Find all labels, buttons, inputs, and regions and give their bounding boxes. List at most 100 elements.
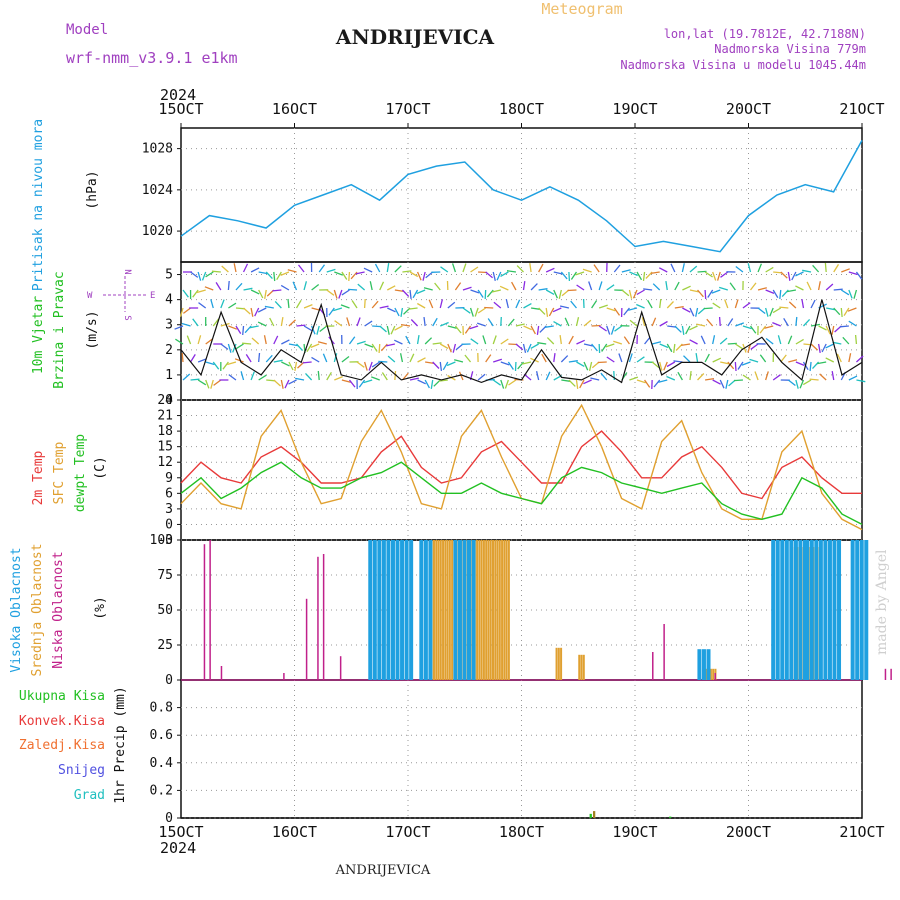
wind-arrow <box>725 379 729 389</box>
wind-arrow <box>523 303 532 309</box>
wind-arrow <box>727 361 735 370</box>
wind-arrow <box>482 335 487 345</box>
wind-arrow <box>772 321 782 327</box>
wind-arrow <box>334 320 343 327</box>
x-tick-bottom: 20OCT <box>726 823 771 841</box>
wind-arrow <box>233 263 237 273</box>
wind-arrow <box>651 317 657 327</box>
wind-arrow <box>500 361 510 366</box>
x-tick-top: 15OCT <box>158 100 203 118</box>
wind-arrow <box>416 289 426 295</box>
wind-arrow <box>764 325 774 329</box>
high-cloud-bar <box>823 540 828 680</box>
wind-arrow <box>749 358 759 363</box>
wind-arrow <box>364 320 373 327</box>
temp-side-label-1: 2m Temp <box>31 450 46 505</box>
wind-arrow <box>371 361 381 368</box>
low-cloud-bar <box>305 598 308 680</box>
wind-arrow <box>712 335 716 345</box>
wind-arrow <box>280 271 290 277</box>
wind-arrow <box>817 343 821 354</box>
elevation-label: Nadmorska Visina 779m <box>714 42 866 56</box>
mid-cloud-bar <box>555 647 558 680</box>
wind-arrow <box>287 269 297 273</box>
wind-arrow <box>254 307 260 317</box>
wind-arrow <box>817 281 821 291</box>
wind-unit: (m/s) <box>85 310 100 349</box>
wind-arrow <box>821 343 827 353</box>
wind-arrow <box>706 318 714 327</box>
wind-arrow <box>425 271 434 279</box>
wind-arrow <box>553 289 558 299</box>
wind-arrow <box>439 299 444 309</box>
wind-arrow <box>369 281 373 291</box>
wind-arrow <box>772 289 779 299</box>
wind-arrow <box>636 303 645 309</box>
mid-cloud-bar <box>439 540 442 680</box>
wind-arrow <box>379 305 389 309</box>
wind-arrow <box>847 307 857 312</box>
wind-arrow <box>368 361 373 371</box>
high-cloud-bar <box>395 540 400 680</box>
coords-label: lon,lat (19.7812E, 42.7188N) <box>664 27 866 41</box>
wind-arrow <box>250 289 260 295</box>
wind-arrow <box>561 379 571 382</box>
temp-unit: (C) <box>93 456 108 479</box>
wind-arrow <box>530 283 538 291</box>
temperature-ytick-label: 21 <box>157 409 173 424</box>
mid-cloud-bar <box>487 540 490 680</box>
temperature-ytick-label: 0 <box>165 517 173 532</box>
mid-cloud-bar <box>432 540 435 680</box>
high-cloud-bar <box>832 540 837 680</box>
wind-arrow <box>183 307 191 314</box>
wind-arrow <box>316 325 320 335</box>
wind-arrow <box>836 353 842 363</box>
wind-arrow <box>400 307 404 318</box>
wind-arrow <box>537 342 547 345</box>
wind-arrow <box>486 289 494 298</box>
wind-arrow <box>440 321 449 327</box>
wind-arrow <box>258 289 264 299</box>
wind-arrow <box>666 301 674 309</box>
wind-arrow <box>759 354 767 363</box>
wind-arrow <box>364 343 374 348</box>
mid-cloud-bar <box>496 540 499 680</box>
wind-arrow <box>795 338 804 345</box>
wind-arrow <box>659 320 668 327</box>
compass-n: N <box>122 269 132 274</box>
wind-arrow <box>759 325 767 334</box>
wind-arrow <box>674 305 684 309</box>
wind-arrow <box>348 271 351 282</box>
low-cloud-bar <box>714 673 716 680</box>
wind-arrow <box>295 299 302 309</box>
wind-arrow <box>697 289 704 298</box>
wind-arrow <box>432 317 438 327</box>
low-cloud-bar <box>209 540 211 680</box>
wind-arrow <box>833 307 841 316</box>
wind-arrow <box>306 343 313 353</box>
wind-arrow <box>560 355 569 363</box>
wind-arrow <box>681 263 685 273</box>
wind-arrow <box>689 371 692 381</box>
wind-arrow <box>567 289 577 292</box>
wind-arrow <box>371 376 380 381</box>
wind-arrow <box>737 361 744 370</box>
wind-arrow <box>719 286 728 291</box>
wind-arrow <box>515 343 524 351</box>
wind-arrow <box>328 307 335 316</box>
high-cloud-bar <box>818 540 823 680</box>
wind-arrow <box>284 379 290 389</box>
wind-arrow <box>704 353 710 363</box>
high-cloud-bar <box>381 540 386 680</box>
wind-arrow <box>322 353 328 363</box>
high-cloud-bar <box>386 540 391 680</box>
wind-arrow <box>553 321 562 327</box>
wind-arrow <box>703 307 713 310</box>
wind-arrow <box>605 343 615 348</box>
wind-arrow <box>462 286 472 291</box>
wind-arrow <box>288 319 296 327</box>
wind-arrow <box>197 358 207 363</box>
high-cloud-bar <box>706 649 711 680</box>
wind-arrow <box>825 283 834 291</box>
wind-arrow <box>538 263 544 273</box>
